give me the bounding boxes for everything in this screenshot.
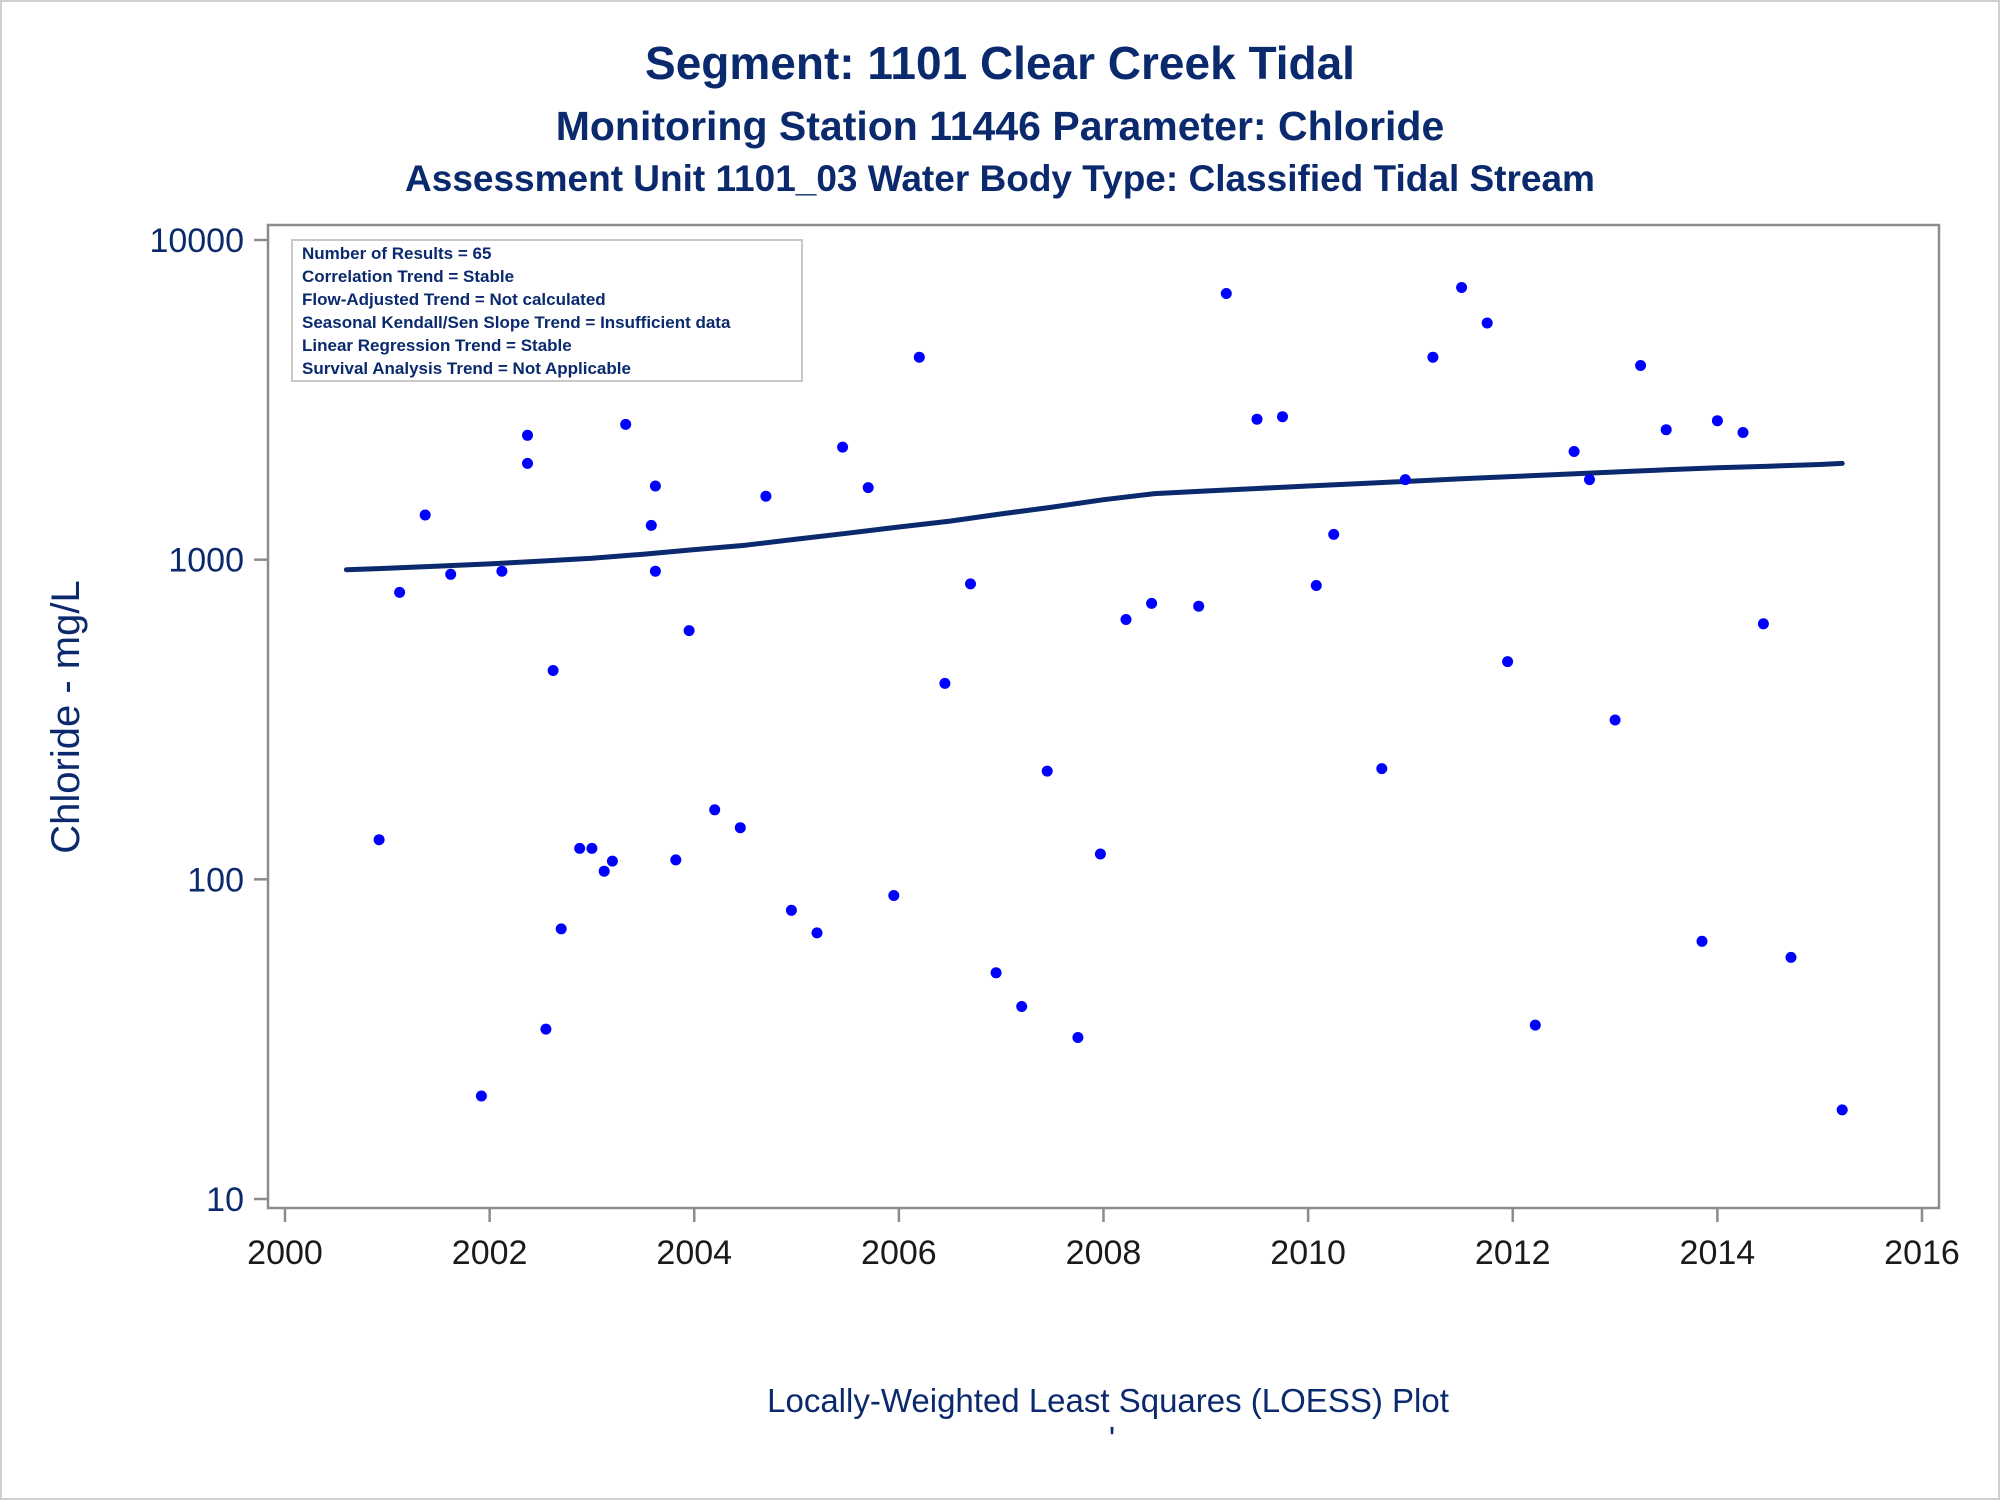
statistics-line: Number of Results = 65 <box>302 244 491 263</box>
x-tick-label: 2004 <box>656 1234 732 1272</box>
x-axis: 2000 2002 2004 2006 2008 2010 2012 2014 2016 <box>247 1208 1960 1272</box>
data-point <box>1502 656 1514 668</box>
data-point <box>1757 618 1769 630</box>
data-point <box>475 1090 487 1102</box>
data-point <box>586 842 598 854</box>
data-point <box>734 822 746 834</box>
y-tick-label: 10000 <box>149 222 244 260</box>
x-tick-label: 2006 <box>861 1234 937 1272</box>
x-tick-label: 2008 <box>1066 1234 1142 1272</box>
data-point <box>373 834 385 846</box>
data-point <box>606 855 618 867</box>
statistics-line: Flow-Adjusted Trend = Not calculated <box>302 290 606 309</box>
statistics-line: Seasonal Kendall/Sen Slope Trend = Insuf… <box>302 313 731 332</box>
chart-subtitle-2: Assessment Unit 1101_03 Water Body Type:… <box>405 158 1595 199</box>
data-point <box>683 625 695 637</box>
data-points <box>342 282 1848 1116</box>
data-point <box>1120 614 1132 625</box>
data-point <box>670 854 682 866</box>
data-point <box>1399 474 1411 486</box>
data-point <box>1251 413 1263 425</box>
x-tick-label: 2016 <box>1884 1234 1960 1272</box>
data-point <box>1711 415 1723 427</box>
data-point <box>574 842 586 854</box>
statistics-line: Correlation Trend = Stable <box>302 267 514 286</box>
data-point <box>540 1023 552 1035</box>
data-point <box>555 923 567 935</box>
y-axis-label: Chloride - mg/L <box>44 580 88 853</box>
data-point <box>1220 288 1232 299</box>
data-point <box>496 565 508 577</box>
data-point <box>1696 935 1708 947</box>
data-point <box>1193 600 1205 612</box>
data-point <box>598 865 610 877</box>
x-tick-label: 2010 <box>1270 1234 1346 1272</box>
data-point <box>620 418 632 430</box>
y-tick-label: 10 <box>206 1181 244 1219</box>
data-point <box>522 457 533 469</box>
data-point <box>649 565 661 577</box>
data-point <box>1785 951 1797 963</box>
data-point <box>811 927 823 939</box>
x-tick-label: 2014 <box>1680 1234 1756 1272</box>
y-tick-label: 1000 <box>168 542 244 580</box>
data-point <box>1660 424 1672 436</box>
data-point <box>1737 427 1749 438</box>
data-point <box>888 890 900 901</box>
data-point <box>445 568 457 580</box>
statistics-line: Linear Regression Trend = Stable <box>302 336 572 355</box>
y-axis: 10 100 1000 10000 <box>149 222 268 1219</box>
data-point <box>939 677 951 689</box>
data-point <box>645 519 657 531</box>
data-point <box>547 665 559 676</box>
data-point <box>965 578 976 590</box>
data-point <box>1584 474 1595 486</box>
data-point <box>785 904 797 916</box>
data-point <box>522 429 533 441</box>
data-point <box>1568 446 1580 457</box>
data-point <box>1427 351 1439 363</box>
data-point <box>1529 1019 1541 1031</box>
data-point <box>1609 714 1621 726</box>
footnote: Locally-Weighted Least Squares (LOESS) P… <box>767 1382 1449 1419</box>
x-tick-label: 2002 <box>452 1234 528 1272</box>
data-point <box>649 480 661 492</box>
data-point <box>419 509 431 521</box>
data-point <box>837 441 849 453</box>
data-point <box>1277 411 1288 423</box>
statistics-box: Number of Results = 65 Correlation Trend… <box>291 239 803 382</box>
x-tick-label: 2000 <box>247 1234 323 1272</box>
y-tick-label: 100 <box>187 861 244 899</box>
data-point <box>1456 282 1468 293</box>
chart-subtitle: Monitoring Station 11446 Parameter: Chlo… <box>556 103 1445 149</box>
data-point <box>760 490 772 502</box>
statistics-line: Survival Analysis Trend = Not Applicable <box>302 359 631 378</box>
data-point <box>1041 765 1053 777</box>
statistics-box-border <box>291 239 803 382</box>
data-point <box>1072 1032 1084 1043</box>
data-point <box>1094 848 1106 860</box>
loess-series <box>343 460 1845 573</box>
data-point <box>1376 763 1388 775</box>
x-tick-label: 2012 <box>1475 1234 1551 1272</box>
data-point <box>1836 1104 1848 1116</box>
loess-line <box>343 460 1845 573</box>
data-point <box>913 351 925 363</box>
data-point <box>1310 580 1322 591</box>
data-point <box>394 586 406 598</box>
chart-title: Segment: 1101 Clear Creek Tidal <box>645 37 1355 89</box>
data-point <box>1481 317 1493 329</box>
data-point <box>1016 1001 1028 1012</box>
data-point <box>1146 597 1158 609</box>
data-point <box>862 482 874 494</box>
data-point <box>709 804 721 816</box>
data-point <box>1635 360 1647 371</box>
footnote-mark: ' <box>1109 1420 1115 1457</box>
data-point <box>1328 528 1340 540</box>
data-point <box>990 967 1002 979</box>
